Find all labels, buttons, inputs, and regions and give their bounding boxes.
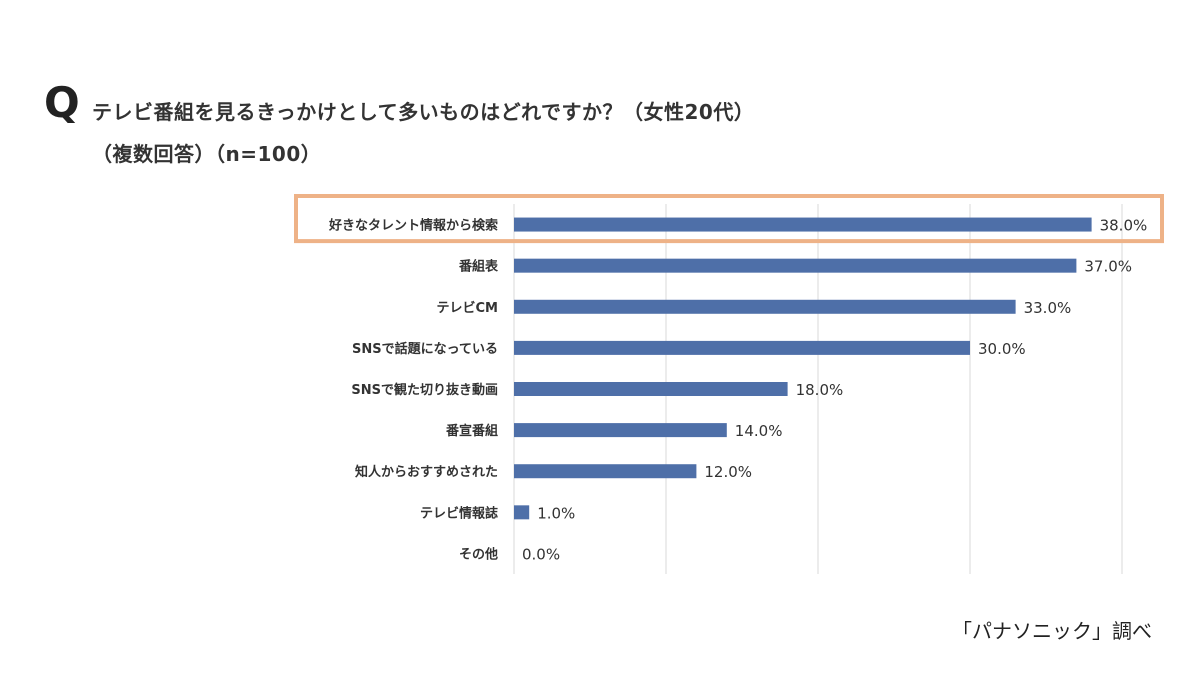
highlight-box xyxy=(294,194,1164,244)
bar xyxy=(514,382,788,396)
source-note: 「パナソニック」調べ xyxy=(952,619,1152,643)
value-label: 33.0% xyxy=(1024,299,1072,317)
bar xyxy=(514,423,727,438)
category-label: SNSで話題になっている xyxy=(352,341,498,357)
value-label: 18.0% xyxy=(796,381,844,399)
value-label: 37.0% xyxy=(1084,258,1132,276)
question-mark-q: Q xyxy=(44,78,80,127)
category-label: 知人からおすすめされた xyxy=(355,464,498,480)
category-label: SNSで観た切り抜き動画 xyxy=(351,382,498,398)
value-label: 14.0% xyxy=(735,422,783,440)
value-label: 38.0% xyxy=(1100,217,1148,235)
bar xyxy=(514,258,1077,273)
bar xyxy=(514,299,1016,314)
category-label: 番宣番組 xyxy=(445,423,498,439)
question-title: テレビ番組を見るきっかけとして多いものはどれですか？（女性20代） xyxy=(92,100,755,124)
value-label: 12.0% xyxy=(704,463,752,481)
value-label: 30.0% xyxy=(978,340,1026,358)
value-label: 0.0% xyxy=(522,545,560,563)
category-label: 番組表 xyxy=(458,259,499,275)
category-label: 好きなタレント情報から検索 xyxy=(328,218,498,234)
category-label: その他 xyxy=(459,546,498,562)
bar xyxy=(514,340,970,355)
category-label: テレビ情報誌 xyxy=(420,505,498,521)
bars xyxy=(514,217,1092,520)
bar xyxy=(514,464,697,479)
category-label: テレビCM xyxy=(437,300,498,316)
bar xyxy=(514,217,1092,232)
bar xyxy=(514,505,530,520)
value-label: 1.0% xyxy=(537,504,575,522)
value-labels: 38.0% 37.0% 33.0% 30.0% 18.0% 14.0% 12.0% 1.0% 0… xyxy=(522,217,1147,564)
question-subtitle: （複数回答）（n=100） xyxy=(92,142,322,166)
